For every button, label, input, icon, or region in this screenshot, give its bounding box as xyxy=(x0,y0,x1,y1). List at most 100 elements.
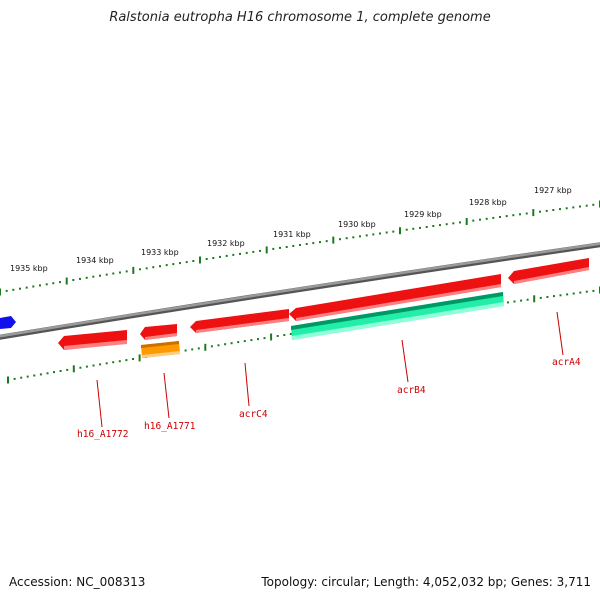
ruler-minor-tick xyxy=(39,373,42,376)
gene-arrow-acrb4[interactable] xyxy=(289,274,501,321)
ruler-minor-tick xyxy=(372,233,375,236)
scale-label: 1931 kbp xyxy=(273,230,311,239)
scale-label: 1930 kbp xyxy=(338,220,376,229)
ruler-minor-tick xyxy=(145,267,148,270)
ruler-minor-tick xyxy=(105,273,108,276)
ruler-minor-tick xyxy=(505,215,508,218)
ruler-minor-tick xyxy=(53,371,55,374)
ruler-minor-tick xyxy=(499,216,501,218)
gene-arrow-acrc4[interactable] xyxy=(190,309,289,333)
ruler-minor-tick xyxy=(32,285,35,288)
ruler-minor-tick xyxy=(506,301,509,304)
ruler-minor-tick xyxy=(259,249,261,252)
ruler-minor-tick xyxy=(45,283,48,286)
ruler-minor-tick xyxy=(230,342,233,345)
ruler-major-tick xyxy=(138,354,141,362)
ruler-minor-tick xyxy=(520,299,523,302)
page-title: Ralstonia eutropha H16 chromosome 1, com… xyxy=(109,10,491,25)
gene-label-h16-a1772: h16_A1772 xyxy=(77,429,128,440)
ruler-minor-tick xyxy=(559,208,561,211)
ruler-minor-tick xyxy=(425,226,428,228)
gene-arrow-h16-a1771[interactable] xyxy=(140,324,177,340)
ruler-minor-tick xyxy=(359,235,361,238)
scale-label: 1932 kbp xyxy=(207,239,245,248)
ruler-major-tick xyxy=(204,343,207,351)
ruler-minor-tick xyxy=(559,294,562,297)
ruler-minor-tick xyxy=(257,338,259,341)
ruler-minor-tick xyxy=(579,205,581,208)
ruler-minor-tick xyxy=(352,236,355,239)
ruler-minor-tick xyxy=(325,240,328,243)
ruler-minor-tick xyxy=(139,268,141,271)
ruler-minor-tick xyxy=(472,219,475,222)
ruler-minor-tick xyxy=(539,296,542,299)
ruler-minor-tick xyxy=(25,286,28,289)
gene-box-green[interactable] xyxy=(291,292,504,340)
ruler-minor-tick xyxy=(452,222,455,225)
ruler-minor-tick xyxy=(172,263,175,266)
ruler-minor-tick xyxy=(379,232,381,235)
ruler-minor-tick xyxy=(66,368,69,371)
gene-label-acrc4: acrC4 xyxy=(239,409,268,420)
ruler-minor-tick xyxy=(179,262,181,265)
gene-label-h16-a1771: h16_A1771 xyxy=(144,421,196,432)
ruler-minor-tick xyxy=(312,242,315,245)
scale-label: 1934 kbp xyxy=(76,256,114,265)
ruler-minor-tick xyxy=(479,218,481,221)
ruler-minor-tick xyxy=(525,212,528,215)
ruler-minor-tick xyxy=(539,210,541,213)
ruler-minor-tick xyxy=(39,284,41,287)
ruler-minor-tick xyxy=(512,214,515,217)
outer-ruler xyxy=(0,200,600,296)
ruler-minor-tick xyxy=(205,258,208,260)
ruler-minor-tick xyxy=(212,257,215,259)
ruler-minor-tick xyxy=(33,374,36,377)
scale-label: 1935 kbp xyxy=(10,264,48,273)
ruler-minor-tick xyxy=(552,209,555,211)
gene-label-acrb4: acrB4 xyxy=(397,385,426,396)
ruler-minor-tick xyxy=(292,245,295,247)
ruler-minor-tick xyxy=(572,206,575,209)
ruler-minor-tick xyxy=(526,298,529,301)
gene-arrow-h16-a1772[interactable] xyxy=(58,330,127,350)
ruler-minor-tick xyxy=(405,228,408,231)
accession-text: Accession: NC_008313 xyxy=(9,575,146,589)
ruler-minor-tick xyxy=(553,295,555,298)
ruler-major-tick xyxy=(332,236,335,244)
ruler-major-tick xyxy=(65,277,68,285)
ruler-minor-tick xyxy=(59,370,62,372)
ruler-minor-tick xyxy=(192,260,195,262)
gene-box-orange[interactable] xyxy=(141,341,180,358)
ruler-major-tick xyxy=(399,227,401,235)
ruler-minor-tick xyxy=(125,359,128,362)
ruler-minor-tick xyxy=(224,343,227,346)
ruler-major-tick xyxy=(7,376,9,384)
gene-arrow-blue[interactable] xyxy=(0,316,16,329)
ruler-minor-tick xyxy=(283,334,286,336)
gene-arrow-acra4[interactable] xyxy=(508,258,589,284)
ruler-minor-tick xyxy=(112,272,115,275)
ruler-minor-tick xyxy=(263,337,266,340)
ruler-major-tick xyxy=(533,295,536,303)
ruler-major-tick xyxy=(265,246,268,254)
ruler-minor-tick xyxy=(250,339,253,342)
ruler-minor-tick xyxy=(592,203,595,206)
ruler-minor-tick xyxy=(585,204,588,207)
scale-label: 1929 kbp xyxy=(404,210,442,219)
ruler-minor-tick xyxy=(125,270,128,273)
ruler-minor-tick xyxy=(105,362,108,365)
ruler-minor-tick xyxy=(159,265,161,268)
ruler-minor-tick xyxy=(52,282,55,285)
ruler-minor-tick xyxy=(272,247,275,250)
ruler-minor-tick xyxy=(439,224,441,227)
ruler-minor-tick xyxy=(191,348,194,351)
ruler-minor-tick xyxy=(419,226,421,229)
ruler-minor-tick xyxy=(12,288,15,291)
ruler-minor-tick xyxy=(579,291,582,294)
ruler-major-tick xyxy=(72,365,75,373)
ruler-minor-tick xyxy=(59,281,61,284)
ruler-minor-tick xyxy=(119,271,121,274)
scale-label: 1933 kbp xyxy=(141,248,179,257)
ruler-minor-tick xyxy=(276,335,279,337)
ruler-minor-tick xyxy=(184,349,187,352)
